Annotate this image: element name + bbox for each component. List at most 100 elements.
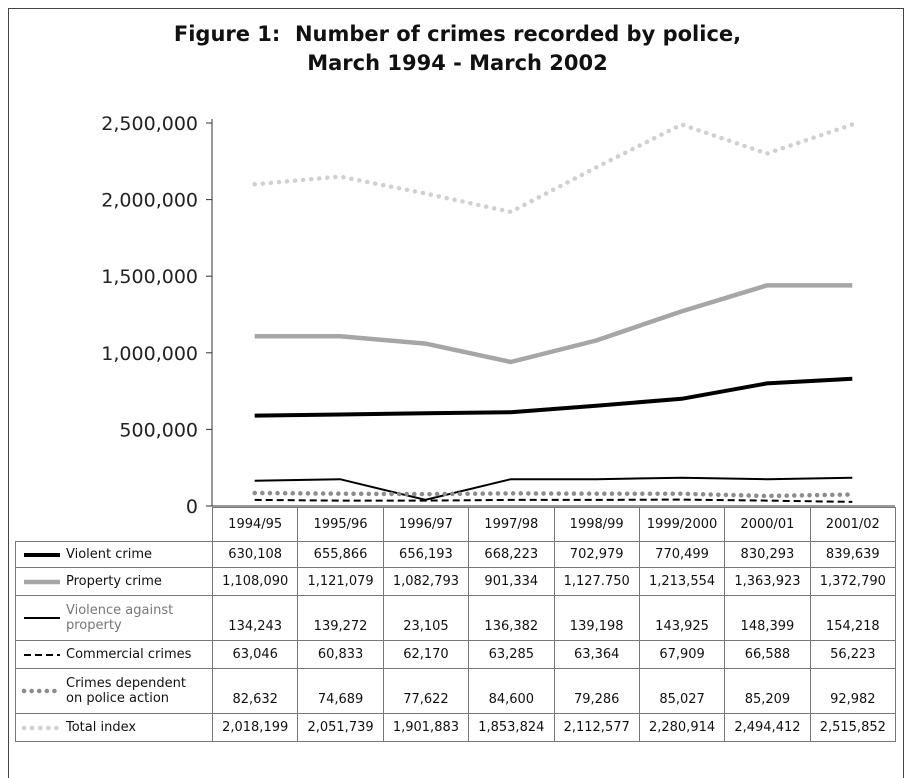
data-cell: 63,046 (211, 640, 299, 669)
figure-frame (8, 8, 904, 778)
legend-swatch (17, 685, 67, 697)
chart-axes (211, 119, 895, 507)
data-cell: 84,600 (468, 668, 555, 714)
data-cell: 668,223 (468, 541, 555, 568)
data-cell: 901,334 (468, 567, 555, 596)
data-cell: 656,193 (382, 541, 470, 568)
data-cell: 23,105 (382, 595, 470, 641)
data-cell: 66,588 (724, 640, 811, 669)
series-label-cell: Commercial crimes (15, 640, 213, 669)
data-cell: 60,833 (297, 640, 384, 669)
chart-title-line-1: Figure 1: Number of crimes recorded by p… (173, 22, 742, 46)
series-name: Crimes dependent on police action (66, 676, 186, 706)
x-category-label: 1999/2000 (638, 507, 726, 542)
series-name: Property crime (66, 574, 162, 589)
series-label-cell: Crimes dependent on police action (15, 668, 213, 714)
data-cell: 56,223 (809, 640, 897, 669)
table-row: Commercial crimes 63,046 60,833 62,170 63,28… (15, 640, 897, 669)
data-cell: 630,108 (211, 541, 299, 568)
data-cell: 1,853,824 (468, 713, 555, 742)
series-label-cell: Violent crime (15, 541, 213, 568)
data-cell: 85,209 (724, 668, 811, 714)
data-cell: 2,494,412 (724, 713, 811, 742)
series-name: Violent crime (66, 547, 153, 562)
data-cell: 2,018,199 (211, 713, 299, 742)
series-line-crimes-dependent-on-police-action (252, 490, 855, 499)
series-name: Total index (66, 720, 137, 735)
x-category-label: 1996/97 (382, 507, 470, 542)
table-row: Total index 2,018,199 2,051,739 1,901,883 1,… (15, 713, 897, 742)
table-header-row: 1994/95 1995/96 1996/97 1997/98 1998/99 1999/… (15, 507, 897, 542)
y-tick-label: 2,500,000 (101, 113, 198, 135)
series-label-cell: Violence against property (15, 595, 213, 641)
x-category-label: 2000/01 (724, 507, 811, 542)
series-line-violent-crime (254, 376, 853, 418)
chart-title-line-2: March 1994 - March 2002 (307, 51, 608, 75)
data-cell: 79,286 (553, 668, 640, 714)
y-tick-label: 2,000,000 (101, 190, 198, 212)
data-cell: 67,909 (638, 640, 726, 669)
series-line-commercial-crimes (254, 498, 853, 503)
y-tick-label: 1,000,000 (101, 343, 198, 365)
data-table: 1994/95 1995/96 1996/97 1997/98 1998/99 1999/… (15, 507, 897, 742)
series-line-violence-against-property (254, 476, 853, 501)
data-cell: 1,901,883 (382, 713, 470, 742)
table-row: Violence against property 134,243 139,272 2… (15, 595, 897, 641)
legend-swatch (17, 549, 67, 561)
legend-swatch (17, 649, 67, 661)
series-label-cell: Property crime (15, 567, 213, 596)
data-cell: 77,622 (382, 668, 470, 714)
data-cell: 63,285 (468, 640, 555, 669)
table-row: Crimes dependent on police action 82,632 7… (15, 668, 897, 714)
legend-swatch (17, 612, 67, 624)
x-category-label: 1994/95 (211, 507, 299, 542)
data-cell: 2,051,739 (297, 713, 384, 742)
data-cell: 1,082,793 (382, 567, 470, 596)
table-row: Violent crime 630,108 655,866 656,193 668,22… (15, 541, 897, 568)
data-cell: 82,632 (211, 668, 299, 714)
data-cell: 143,925 (638, 595, 726, 641)
data-cell: 655,866 (297, 541, 384, 568)
data-cell: 1,372,790 (809, 567, 897, 596)
data-cell: 770,499 (638, 541, 726, 568)
series-name: Commercial crimes (66, 647, 192, 662)
data-cell: 62,170 (382, 640, 470, 669)
data-cell: 1,213,554 (638, 567, 726, 596)
data-cell: 63,364 (553, 640, 640, 669)
series-label-cell: Total index (15, 713, 213, 742)
x-category-label: 1997/98 (468, 507, 555, 542)
data-cell: 830,293 (724, 541, 811, 568)
data-cell: 139,198 (553, 595, 640, 641)
data-cell: 1,363,923 (724, 567, 811, 596)
data-cell: 2,112,577 (553, 713, 640, 742)
series-line-total-index (252, 122, 855, 215)
chart-series-lines (252, 122, 855, 503)
data-cell: 148,399 (724, 595, 811, 641)
data-cell: 702,979 (553, 541, 640, 568)
data-cell: 85,027 (638, 668, 726, 714)
data-cell: 1,121,079 (297, 567, 384, 596)
y-tick-label: 500,000 (119, 419, 198, 441)
chart-title: Figure 1: Number of crimes recorded by p… (0, 20, 915, 78)
data-cell: 1,108,090 (211, 567, 299, 596)
x-category-label: 1998/99 (553, 507, 640, 542)
data-cell: 839,639 (809, 541, 897, 568)
data-cell: 92,982 (809, 668, 897, 714)
data-cell: 2,515,852 (809, 713, 897, 742)
table-corner-cell (15, 507, 213, 542)
table-row: Property crime 1,108,090 1,121,079 1,082,79… (15, 567, 897, 596)
y-axis-ticks: 2,500,000 2,000,000 1,500,000 1,000,000 500,… (101, 113, 212, 518)
data-cell: 74,689 (297, 668, 384, 714)
series-name: Violence against property (66, 603, 174, 633)
data-cell: 134,243 (211, 595, 299, 641)
data-cell: 139,272 (297, 595, 384, 641)
x-category-label: 2001/02 (809, 507, 897, 542)
data-cell: 136,382 (468, 595, 555, 641)
data-cell: 2,280,914 (638, 713, 726, 742)
y-tick-label: 1,500,000 (101, 266, 198, 288)
legend-swatch (17, 576, 67, 588)
data-cell: 154,218 (809, 595, 897, 641)
x-category-label: 1995/96 (297, 507, 384, 542)
legend-swatch (17, 722, 67, 734)
